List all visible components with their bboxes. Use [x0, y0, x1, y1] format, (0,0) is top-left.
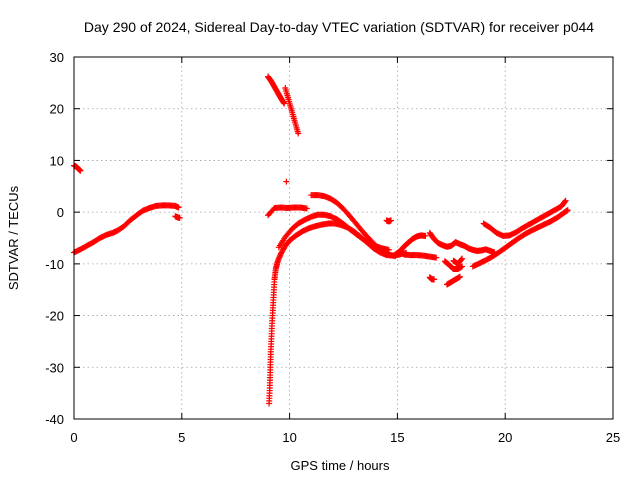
series-low-17-4 — [443, 273, 463, 288]
data-point — [175, 204, 182, 211]
series-low-16-6 — [426, 274, 438, 283]
data-point — [564, 207, 571, 214]
x-tick-label: 15 — [390, 430, 404, 445]
data-point — [562, 197, 569, 204]
series-drop-17 — [441, 258, 466, 273]
x-tick-label: 10 — [282, 430, 296, 445]
data-point — [456, 273, 463, 280]
y-tick-label: 0 — [57, 205, 64, 220]
chart-title: Day 290 of 2024, Sidereal Day-to-day VTE… — [84, 19, 594, 35]
data-point — [295, 130, 302, 137]
y-tick-label: -30 — [45, 360, 64, 375]
series-hump-9-11 — [265, 204, 310, 219]
x-tick-label: 0 — [70, 430, 77, 445]
series-arc-0-to-5 — [71, 202, 182, 256]
data-point — [431, 276, 438, 283]
series-high-streak-1 — [265, 73, 288, 107]
data-point — [77, 167, 84, 174]
x-tick-label: 20 — [498, 430, 512, 445]
data-point — [176, 214, 183, 221]
data-point — [458, 256, 465, 263]
data-points — [71, 73, 571, 407]
data-point — [561, 198, 568, 205]
data-point — [459, 255, 466, 262]
data-point — [433, 254, 440, 261]
y-tick-label: -40 — [45, 412, 64, 427]
data-point — [459, 263, 466, 270]
series-arc-10-15 — [275, 211, 392, 253]
series-flat-15-17 — [400, 251, 440, 261]
series-start-high — [71, 162, 84, 174]
plot-frame — [73, 56, 614, 420]
series-high-streak-2 — [282, 85, 302, 137]
series-rise-19-23-upper — [480, 197, 569, 239]
y-tick-label: 20 — [50, 102, 64, 117]
series-loop-15-16 — [392, 232, 429, 258]
series-cluster-17 — [426, 229, 498, 256]
data-point — [283, 178, 290, 185]
x-axis-label: GPS time / hours — [291, 458, 390, 473]
y-tick-label: -10 — [45, 257, 64, 272]
series-isolated-6 — [283, 178, 290, 185]
y-tick-label: 10 — [50, 153, 64, 168]
series-blob-14-6 — [383, 217, 394, 225]
data-point — [303, 205, 310, 212]
data-point — [387, 217, 394, 224]
data-point — [422, 232, 429, 239]
series-tail-5 — [172, 213, 183, 221]
x-tick-label: 5 — [178, 430, 185, 445]
series-rise-18-23 — [469, 207, 571, 270]
y-tick-label: -20 — [45, 309, 64, 324]
y-axis-label: SDTVAR / TECUs — [6, 185, 21, 290]
y-tick-label: 30 — [50, 50, 64, 65]
data-point — [281, 100, 288, 107]
x-tick-label: 25 — [606, 430, 620, 445]
axis-ticks: 0 5 10 15 20 25 -40 -30 -20 -10 0 10 20 30 — [45, 50, 620, 445]
series-mid-17-7 — [450, 255, 466, 267]
